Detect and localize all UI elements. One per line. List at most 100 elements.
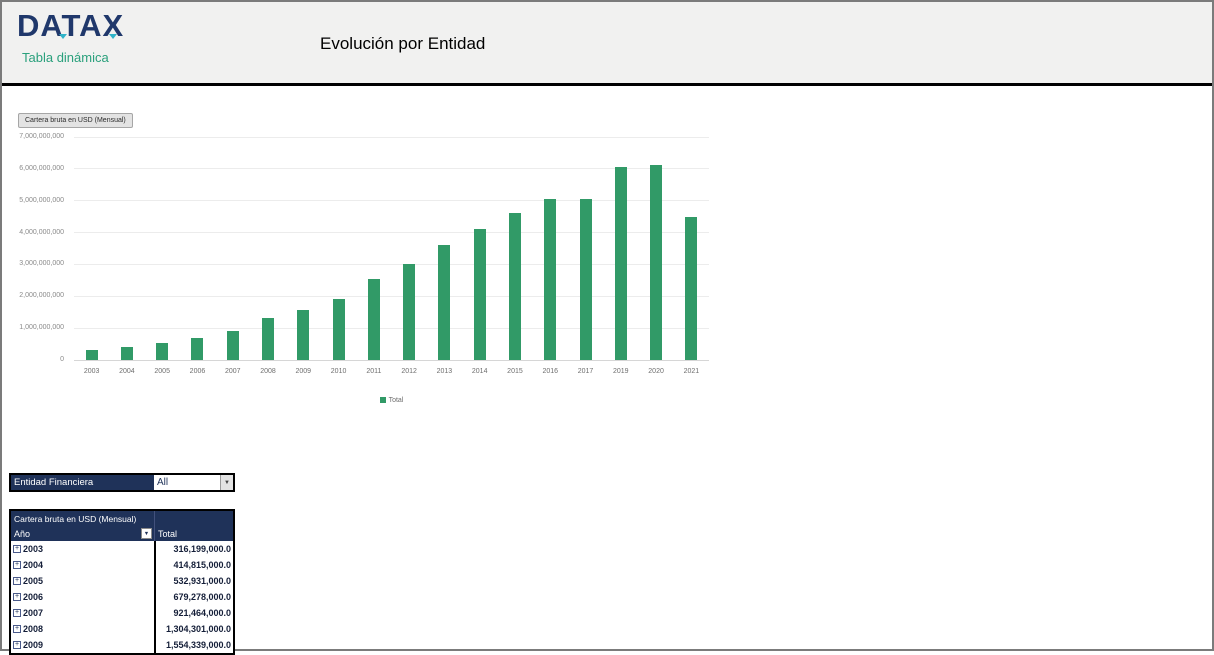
- table-row: +2003 316,199,000.0: [11, 541, 233, 557]
- filter-field-label: Entidad Financiera: [11, 475, 154, 490]
- year-label: 2006: [23, 592, 44, 602]
- gridline: [74, 327, 709, 329]
- x-axis-tick-label: 2003: [83, 368, 100, 375]
- table-row: +2007 921,464,000.0: [11, 605, 233, 621]
- report-filter-row: Entidad Financiera All ▼: [9, 473, 235, 492]
- y-axis-tick-label: 2,000,000,000: [19, 292, 64, 300]
- bar-2020: [650, 165, 663, 360]
- x-axis-tick-label: 2020: [648, 368, 664, 375]
- table-row: +2005 532,931,000.0: [11, 573, 233, 589]
- total-value-cell: 1,554,339,000.0: [154, 637, 233, 653]
- bar-2016: [544, 199, 557, 360]
- pivot-table-header-row: Año ▼ Total: [11, 526, 233, 541]
- table-row: +2006 679,278,000.0: [11, 589, 233, 605]
- x-axis-tick-label: 2014: [471, 368, 488, 375]
- chart-legend: Total: [74, 390, 709, 408]
- year-cell: +2007: [11, 605, 154, 621]
- bar-2015: [508, 213, 521, 360]
- bar-2017: [579, 199, 592, 360]
- expand-icon[interactable]: +: [13, 609, 21, 617]
- page-title: Evolución por Entidad: [320, 34, 486, 53]
- expand-icon[interactable]: +: [13, 625, 21, 633]
- row-filter-dropdown-button[interactable]: ▼: [141, 528, 152, 539]
- value-header-label: Total: [158, 528, 178, 539]
- bar-2014: [473, 229, 486, 360]
- total-value-cell: 921,464,000.0: [154, 605, 233, 621]
- x-axis-tick-label: 2019: [613, 368, 629, 375]
- gridline: [74, 232, 709, 234]
- year-label: 2008: [23, 624, 44, 634]
- x-axis-tick-label: 2005: [154, 368, 170, 375]
- bar-2010: [332, 299, 345, 360]
- row-header-label: Año: [14, 528, 31, 539]
- pivot-table-body: +2003 316,199,000.0 +2004 414,815,000.0 +200…: [11, 541, 233, 653]
- logo: DATAX Tabla dinámica: [17, 8, 217, 78]
- expand-icon[interactable]: +: [13, 577, 21, 585]
- chevron-down-icon: ▼: [224, 479, 230, 486]
- bar-2007: [226, 331, 239, 360]
- x-axis-tick-label: 2011: [366, 368, 382, 375]
- year-cell: +2006: [11, 589, 154, 605]
- x-axis-tick-label: 2013: [436, 368, 453, 375]
- bar-2004: [120, 347, 133, 360]
- y-axis-tick-label: 7,000,000,000: [19, 133, 64, 140]
- chart-field-button[interactable]: Cartera bruta en USD (Mensual): [18, 113, 133, 128]
- year-cell: +2003: [11, 541, 154, 557]
- year-label: 2009: [23, 640, 44, 650]
- logo-accent-icon: [59, 34, 67, 39]
- bar-2005: [156, 343, 169, 360]
- row-header-cell: Año ▼: [11, 526, 154, 541]
- pivot-table: Cartera bruta en USD (Mensual) Año ▼ Tot…: [9, 509, 235, 655]
- expand-icon[interactable]: +: [13, 561, 21, 569]
- x-axis-tick-label: 2012: [401, 368, 417, 375]
- year-cell: +2009: [11, 637, 154, 653]
- x-axis-tick-label: 2017: [577, 368, 594, 375]
- year-label: 2003: [23, 544, 44, 554]
- pivot-chart: Cartera bruta en USD (Mensual) 0 1,000,00…: [2, 89, 762, 419]
- expand-icon[interactable]: +: [13, 545, 21, 553]
- bar-2013: [438, 245, 451, 360]
- y-axis-tick-label: 1,000,000,000: [19, 324, 64, 332]
- filter-value-text: All: [157, 477, 169, 488]
- legend-label: Total: [388, 396, 404, 404]
- chart-plot-area: [74, 136, 709, 361]
- y-axis-tick-label: 5,000,000,000: [19, 196, 64, 204]
- logo-subtitle: Tabla dinámica: [22, 50, 109, 65]
- expand-icon[interactable]: +: [13, 593, 21, 601]
- filter-dropdown-button[interactable]: ▼: [220, 475, 233, 490]
- year-cell: +2008: [11, 621, 154, 637]
- bar-2003: [85, 350, 98, 360]
- gridline: [74, 200, 709, 202]
- expand-icon[interactable]: +: [13, 641, 21, 649]
- total-value-cell: 1,304,301,000.0: [154, 621, 233, 637]
- legend-item: Total: [379, 396, 404, 404]
- gridline: [74, 136, 709, 138]
- table-row: +2009 1,554,339,000.0: [11, 637, 233, 653]
- table-row: +2004 414,815,000.0: [11, 557, 233, 573]
- year-cell: +2004: [11, 557, 154, 573]
- total-value-cell: 679,278,000.0: [154, 589, 233, 605]
- table-row: +2008 1,304,301,000.0: [11, 621, 233, 637]
- x-axis-tick-label: 2021: [683, 368, 700, 375]
- x-axis-tick-label: 2009: [295, 368, 312, 375]
- bar-2009: [297, 310, 310, 360]
- pivot-table-title: Cartera bruta en USD (Mensual): [14, 513, 137, 524]
- y-axis-tick-label: 6,000,000,000: [19, 164, 64, 172]
- year-label: 2004: [23, 560, 44, 570]
- y-axis-tick-label: 3,000,000,000: [19, 260, 64, 268]
- total-value-cell: 316,199,000.0: [154, 541, 233, 557]
- chevron-down-icon: ▼: [143, 530, 150, 537]
- bar-2021: [685, 217, 698, 360]
- x-axis-line: [74, 359, 709, 361]
- x-axis-tick-label: 2004: [119, 368, 135, 375]
- total-value-cell: 532,931,000.0: [154, 573, 233, 589]
- x-axis-labels: 2003 2004 2005 2006 2007 2008 2009 2010 2011 2012…: [74, 368, 709, 380]
- year-cell: +2005: [11, 573, 154, 589]
- year-label: 2007: [23, 608, 44, 618]
- bar-2006: [191, 338, 204, 360]
- header-band: DATAX Tabla dinámica Evolución por Entid…: [2, 2, 1212, 86]
- filter-value-cell[interactable]: All ▼: [154, 475, 233, 490]
- y-axis-tick-label: 0: [60, 356, 64, 363]
- x-axis-tick-label: 2008: [260, 368, 276, 375]
- gridline: [74, 263, 709, 265]
